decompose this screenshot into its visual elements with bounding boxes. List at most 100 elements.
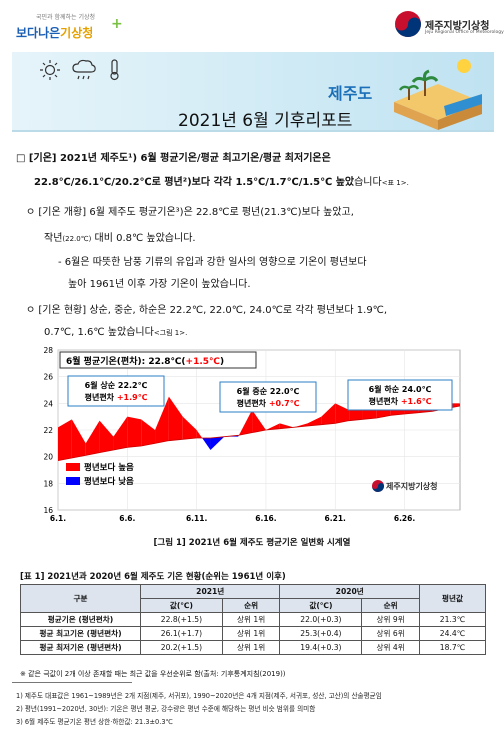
annotation-dev-label: 평년편차 xyxy=(369,396,401,406)
above-normal-area xyxy=(58,419,72,461)
report-banner: 제주도 2021년 6월 기후리포트 xyxy=(12,52,494,132)
overview-line-1: ㅇ [기온 개황] 6월 제주도 평균기온³)은 22.8℃로 평년(21.3℃… xyxy=(26,207,354,218)
above-normal-area xyxy=(168,396,183,441)
above-normal-area xyxy=(113,416,128,450)
temperature-chart: 16 18 20 22 24 26 28 6.1. 6.6. 6.11. 6.16. 6.21. 6.2… xyxy=(20,346,490,534)
annotation-dev-value: +1.6℃ xyxy=(401,397,432,406)
legend-label: 평년보다 높음 xyxy=(84,462,134,473)
overview-line-2: 작년(22.0℃) 대비 0.8℃ 높았습니다. xyxy=(44,232,196,246)
logo-title-a: 보다나은 xyxy=(16,26,61,40)
cell-value: 19.4(+0.3) xyxy=(279,640,363,655)
watermark-emblem-half xyxy=(372,483,384,492)
col-year-2020: 2020년 xyxy=(279,584,420,599)
y-tick-label: 24 xyxy=(43,399,53,408)
footnote-divider xyxy=(12,682,132,683)
chart-title-end: ) xyxy=(220,357,224,367)
temperature-chart-svg: 16 18 20 22 24 26 28 6.1. 6.6. 6.11. 6.16. 6.21. 6.2… xyxy=(43,346,461,523)
cell-value: 22.0(+0.3) xyxy=(279,612,363,627)
y-tick-label: 20 xyxy=(43,453,53,462)
cell-normal: 21.3℃ xyxy=(419,612,486,627)
above-normal-area xyxy=(85,420,100,456)
table-row: 평균 최저기온 (평년편차) 20.2(+1.5) 상위 1위 19.4(+0.… xyxy=(20,640,486,655)
jeju-office-logo: 제주지방기상청 Jeju Regional Office of Meteorol… xyxy=(394,8,504,42)
footnote-1: 1) 제주도 대표값은 1961~1989년은 2개 지점(제주, 서귀포), … xyxy=(16,692,382,700)
col-value-2021: 값(℃) xyxy=(140,598,223,613)
watermark-logo xyxy=(372,480,384,492)
legend-swatch xyxy=(66,477,80,485)
cell-normal: 18.7℃ xyxy=(419,640,486,655)
above-normal-area xyxy=(293,423,308,428)
logo-title-b: 기상청 xyxy=(60,26,94,40)
row-label: 평균 최고기온 (평년편차) xyxy=(20,626,141,641)
x-tick-label: 6.6. xyxy=(119,514,135,523)
cell-value: 25.3(+0.4) xyxy=(279,626,363,641)
above-normal-area xyxy=(155,396,169,444)
row-label: 평균기온 (평년편차) xyxy=(20,612,141,627)
office-name-en: Jeju Regional Office of Meteorology xyxy=(425,30,504,35)
cell-rank: 상위 6위 xyxy=(361,626,420,641)
y-tick-label: 22 xyxy=(43,426,53,435)
chart-title-dev: +1.5℃ xyxy=(186,357,220,367)
col-normal: 평년값 xyxy=(419,584,486,613)
col-rank-2020: 순위 xyxy=(361,598,420,613)
cell-rank: 상위 1위 xyxy=(221,640,281,655)
legend-label: 평년보다 낮음 xyxy=(84,476,134,487)
y-tick-label: 18 xyxy=(43,479,53,488)
overview-line-2b: (22.0℃) xyxy=(62,235,92,243)
annotation-box xyxy=(219,381,317,413)
above-normal-area xyxy=(349,410,363,421)
sun-icon xyxy=(40,60,60,80)
col-year-2021: 2021년 xyxy=(139,584,281,599)
annotation-dev-label: 평년편차 xyxy=(237,398,269,408)
status-line-1: ㅇ [기온 현황] 상순, 중순, 하순은 22.2℃, 22.0℃, 24.0… xyxy=(26,305,388,316)
watermark-text: 제주지방기상청 xyxy=(386,481,438,491)
summary-line-2b: 습니다 xyxy=(354,177,382,188)
summary-line-2a: 22.8℃/26.1℃/20.2℃로 평년²)보다 각각 1.5℃/1.7℃/1… xyxy=(34,177,355,188)
y-tick-label: 28 xyxy=(43,346,53,355)
chart-caption: [그림 1] 2021년 6월 제주도 평균기온 일변화 시계열 xyxy=(153,538,351,548)
cell-normal: 24.4℃ xyxy=(419,626,486,641)
above-normal-area xyxy=(196,430,203,438)
legend-swatch xyxy=(66,463,80,471)
cell-rank: 상위 4위 xyxy=(361,640,420,655)
taegeuk-emblem-icon xyxy=(395,11,421,37)
table-row: 평균 최고기온 (평년편차) 26.1(+1.7) 상위 1위 25.3(+0.… xyxy=(20,626,486,641)
annotation-dev-value: +0.7℃ xyxy=(269,399,300,408)
logo-subtitle: 국민과 함께하는 기상청 xyxy=(36,14,96,21)
x-tick-label: 6.16. xyxy=(255,514,277,523)
x-tick-label: 6.1. xyxy=(50,514,66,523)
kma-slogan-logo: 국민과 함께하는 기상청 보다나은기상청 + xyxy=(14,10,124,48)
overview-line-2a: 작년 xyxy=(44,233,63,244)
cell-value: 22.8(+1.5) xyxy=(140,612,223,627)
chart-title-main: 6월 평균기온(편차): 22.8℃( xyxy=(66,355,186,367)
col-rank-2021: 순위 xyxy=(221,598,281,613)
above-normal-area xyxy=(99,420,114,453)
summary-line-2: 22.8℃/26.1℃/20.2℃로 평년²)보다 각각 1.5℃/1.7℃/1… xyxy=(34,176,409,190)
table-note: ※ 같은 극값이 2개 이상 존재할 때는 최근 값을 우선순위로 함(출처: … xyxy=(20,670,286,678)
chart-title-box xyxy=(59,351,257,369)
figure-ref: <그림 1>. xyxy=(153,329,188,337)
office-name: 제주지방기상청 xyxy=(425,21,490,32)
annotation-title: 6월 상순 22.2℃ xyxy=(85,380,148,390)
thermometer-icon xyxy=(110,59,119,81)
x-tick-label: 6.26. xyxy=(394,514,416,523)
above-normal-area xyxy=(238,410,253,436)
plus-icon: + xyxy=(111,16,123,32)
annotation-dev-value: +1.9℃ xyxy=(117,393,148,402)
table-title: [표 1] 2021년과 2020년 6월 제주도 기온 현황(순위는 1961… xyxy=(20,572,286,582)
chart-title: 6월 평균기온(편차): 22.8℃(+1.5℃) xyxy=(66,355,224,367)
normal-line xyxy=(57,405,461,462)
cell-rank: 상위 1위 xyxy=(221,626,281,641)
above-normal-area xyxy=(182,416,197,440)
above-normal-area xyxy=(71,419,86,458)
above-normal-area xyxy=(127,416,142,448)
cell-value: 20.2(+1.5) xyxy=(140,640,223,655)
col-category: 구분 xyxy=(20,584,141,613)
report-title: 2021년 6월 기후리포트 xyxy=(178,111,353,131)
above-normal-area xyxy=(141,419,156,446)
y-tick-label: 26 xyxy=(43,373,53,382)
x-tick-label: 6.21. xyxy=(325,514,347,523)
annotation-deviation: 평년편차 +1.9℃ xyxy=(85,392,148,402)
report-region: 제주도 xyxy=(328,84,373,103)
y-tick-label: 16 xyxy=(43,506,53,515)
